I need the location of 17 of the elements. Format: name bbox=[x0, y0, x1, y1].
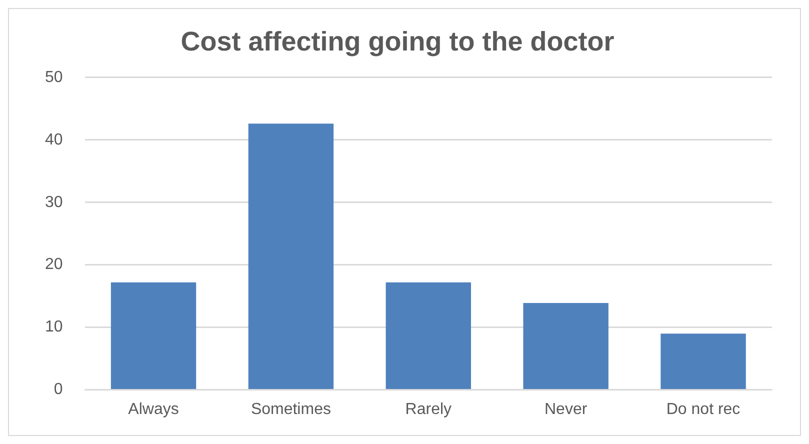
x-tick-label: Do not rec bbox=[666, 400, 740, 418]
bar bbox=[660, 334, 746, 390]
bar bbox=[248, 124, 334, 390]
bar bbox=[386, 282, 472, 390]
x-tick-label: Rarely bbox=[405, 400, 452, 418]
y-tick-label: 30 bbox=[45, 194, 63, 211]
bar bbox=[110, 282, 196, 390]
x-tick-label: Never bbox=[544, 400, 588, 418]
x-tick-label: Always bbox=[128, 400, 179, 418]
x-tick-label: Sometimes bbox=[250, 400, 331, 418]
bar bbox=[523, 302, 608, 390]
y-tick-label: 40 bbox=[45, 131, 63, 148]
y-tick-label: 10 bbox=[45, 318, 63, 336]
chart-title: Cost affecting going to the doctor bbox=[180, 26, 615, 57]
y-tick-label: 50 bbox=[45, 68, 63, 86]
y-tick-label: 20 bbox=[45, 256, 63, 274]
y-tick-label: 0 bbox=[54, 381, 63, 398]
